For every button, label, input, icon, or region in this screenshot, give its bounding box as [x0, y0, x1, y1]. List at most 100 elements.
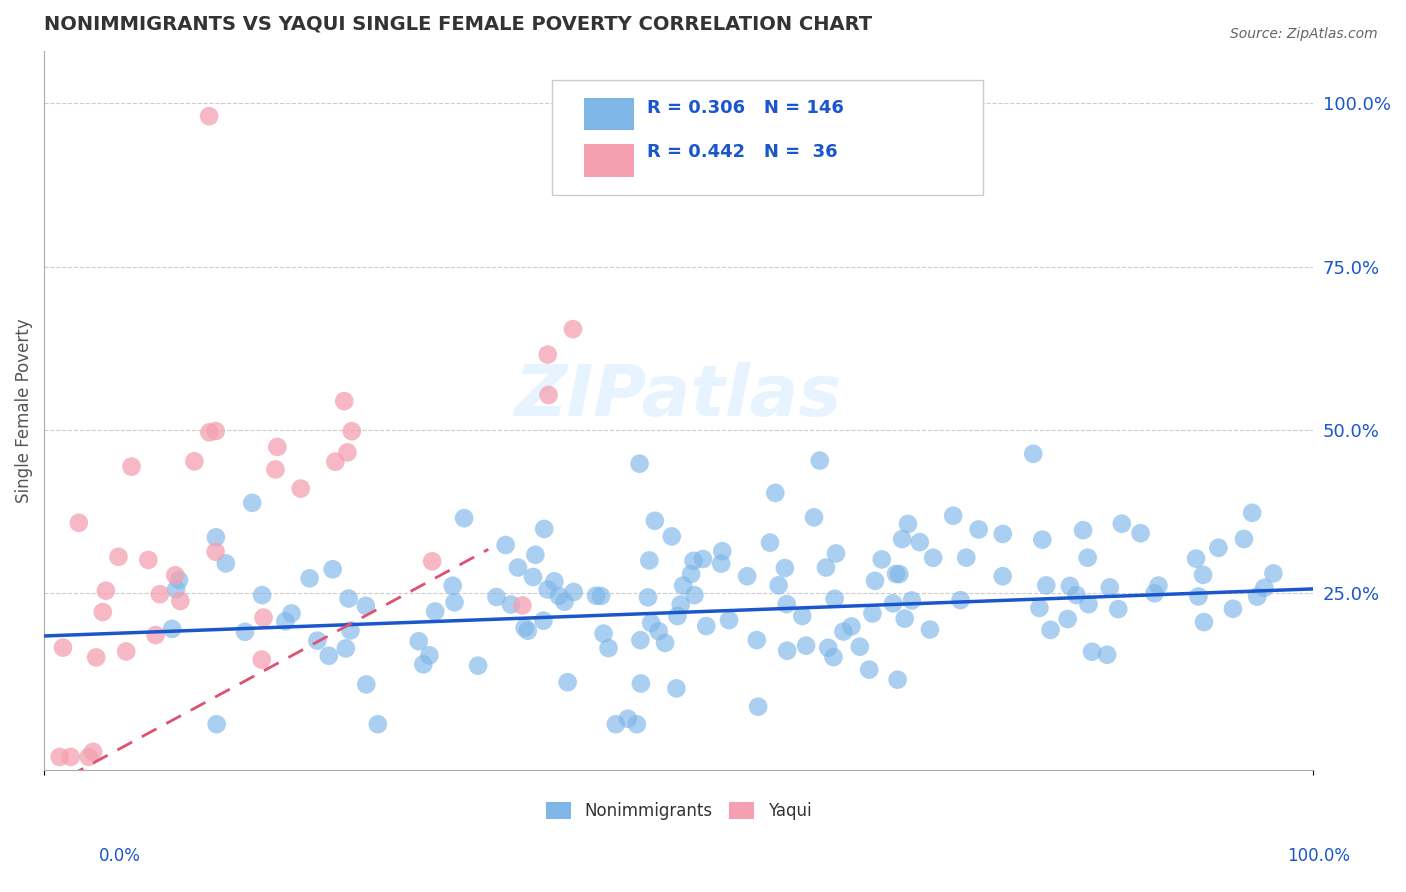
Point: [1031, 533, 1053, 547]
Point: [814, 560, 837, 574]
Point: [598, 641, 620, 656]
Point: [136, 553, 159, 567]
Point: [561, 322, 583, 336]
Point: [882, 596, 904, 610]
FancyBboxPatch shape: [551, 79, 983, 194]
Point: [630, 676, 652, 690]
Point: [605, 717, 627, 731]
Point: [1129, 526, 1152, 541]
Point: [215, 557, 238, 571]
Point: [149, 587, 172, 601]
Y-axis label: Single Female Poverty: Single Female Poverty: [15, 318, 32, 503]
Point: [198, 425, 221, 440]
Point: [274, 615, 297, 629]
Point: [204, 424, 226, 438]
Point: [441, 579, 464, 593]
Point: [889, 567, 911, 582]
Point: [683, 588, 706, 602]
Point: [628, 457, 651, 471]
Point: [204, 544, 226, 558]
Point: [773, 561, 796, 575]
Point: [94, 583, 117, 598]
Point: [82, 745, 104, 759]
Point: [59, 750, 82, 764]
Point: [803, 510, 825, 524]
Point: [626, 717, 648, 731]
Point: [145, 628, 167, 642]
Point: [121, 459, 143, 474]
Point: [280, 607, 302, 621]
Point: [408, 634, 430, 648]
Point: [1066, 588, 1088, 602]
Point: [562, 585, 585, 599]
Point: [908, 535, 931, 549]
Point: [252, 610, 274, 624]
Point: [1077, 550, 1099, 565]
Point: [467, 658, 489, 673]
Point: [870, 552, 893, 566]
Point: [115, 644, 138, 658]
Point: [1028, 601, 1050, 615]
Point: [747, 699, 769, 714]
Point: [506, 560, 529, 574]
Point: [336, 445, 359, 459]
Point: [356, 677, 378, 691]
Point: [420, 554, 443, 568]
Point: [1185, 551, 1208, 566]
Point: [453, 511, 475, 525]
Point: [918, 623, 941, 637]
Point: [637, 591, 659, 605]
Point: [884, 566, 907, 581]
Text: R = 0.306   N = 146: R = 0.306 N = 146: [647, 99, 844, 118]
Point: [654, 636, 676, 650]
Point: [695, 619, 717, 633]
Point: [91, 605, 114, 619]
Point: [585, 589, 607, 603]
FancyBboxPatch shape: [583, 145, 634, 177]
Point: [1059, 579, 1081, 593]
Text: 100.0%: 100.0%: [1286, 847, 1350, 865]
Point: [1187, 590, 1209, 604]
Point: [325, 455, 347, 469]
Point: [537, 582, 560, 597]
Point: [1233, 532, 1256, 546]
Point: [1246, 590, 1268, 604]
Point: [1147, 579, 1170, 593]
Point: [1111, 516, 1133, 531]
Point: [485, 590, 508, 604]
Point: [84, 650, 107, 665]
Point: [339, 624, 361, 638]
Point: [682, 554, 704, 568]
Point: [1143, 586, 1166, 600]
Point: [67, 516, 90, 530]
Point: [1081, 645, 1104, 659]
Point: [1077, 597, 1099, 611]
Point: [554, 595, 576, 609]
Point: [1253, 581, 1275, 595]
Point: [1098, 580, 1121, 594]
Point: [763, 486, 786, 500]
Point: [322, 562, 344, 576]
Point: [745, 633, 768, 648]
Point: [337, 591, 360, 606]
Point: [160, 622, 183, 636]
Point: [516, 624, 538, 638]
Point: [233, 624, 256, 639]
Point: [340, 424, 363, 438]
Point: [165, 582, 187, 597]
Point: [661, 529, 683, 543]
Point: [669, 598, 692, 612]
Point: [298, 571, 321, 585]
Point: [167, 573, 190, 587]
Point: [1039, 623, 1062, 637]
Point: [318, 648, 340, 663]
Point: [711, 544, 734, 558]
Point: [792, 609, 814, 624]
Point: [495, 538, 517, 552]
Point: [949, 593, 972, 607]
Point: [849, 640, 872, 654]
Point: [863, 574, 886, 588]
Point: [858, 663, 880, 677]
Point: [266, 440, 288, 454]
Point: [1095, 648, 1118, 662]
